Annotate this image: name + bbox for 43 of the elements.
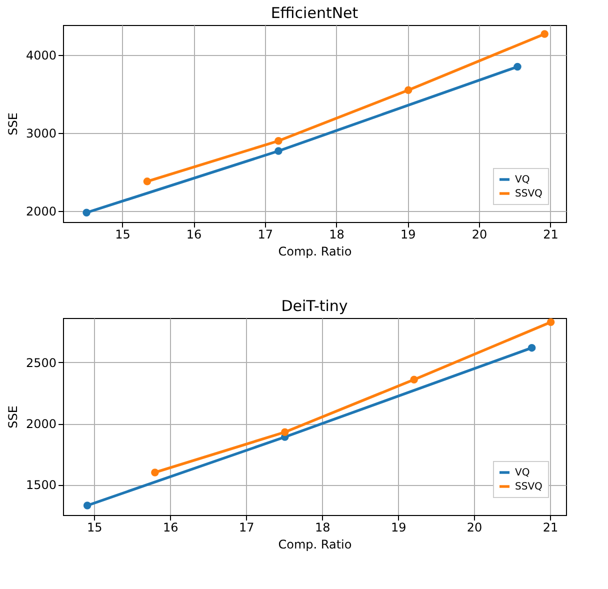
x-tick-label: 20 [472,228,488,242]
x-axis-title: Comp. Ratio [278,538,352,552]
point [514,62,522,71]
point [151,468,159,476]
y-tick-label: 2500 [26,356,56,370]
point [82,208,90,217]
x-axis-title: Comp. Ratio [278,244,352,258]
point [280,428,289,436]
point [83,502,92,510]
y-tick-label: 4000 [26,48,56,63]
y-tick-label: 2000 [26,417,56,432]
x-tick-label: 17 [258,228,274,242]
point [143,178,152,186]
x-tick-label: 19 [400,228,416,242]
y-tick-label: 2000 [26,204,56,219]
x-tick-label: 21 [543,228,558,242]
y-axis-title: SSE [6,406,20,428]
x-tick-label: 15 [87,520,102,534]
chart-title: DeiT-tiny [281,297,348,315]
x-tick-label: 18 [329,228,344,242]
x-tick-label: 21 [542,520,558,534]
point [528,344,536,352]
x-tick-label: 17 [238,520,254,534]
x-tick-label: 16 [186,228,202,242]
point [546,318,555,326]
x-tick-label: 16 [162,520,178,534]
y-tick-label: 1500 [26,478,56,492]
point [274,136,282,145]
chart-title: EfficientNet [270,4,358,22]
x-tick-label: 19 [390,520,406,534]
x-tick-label: 18 [314,520,330,534]
legend-label: SSVQ [515,482,543,492]
point [274,147,282,155]
x-tick-label: 15 [115,228,130,242]
y-axis-title: SSE [6,112,20,136]
point [410,376,418,384]
legend-label: VQ [515,174,530,186]
legend-label: SSVQ [515,188,543,200]
y-tick-label: 3000 [26,126,56,141]
point [540,30,548,38]
point [404,86,412,94]
x-tick-label: 20 [466,520,482,534]
legend-label: VQ [515,468,530,478]
